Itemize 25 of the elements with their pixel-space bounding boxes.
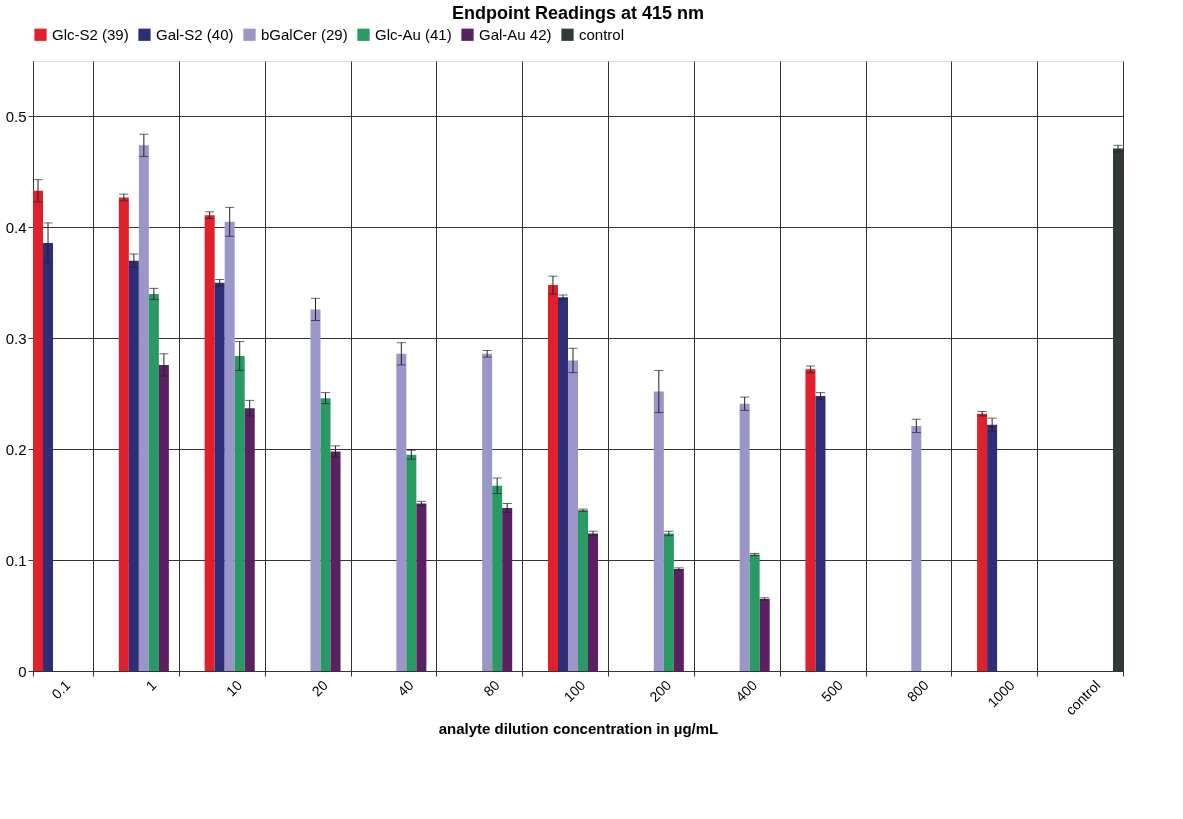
- legend-label: Gal-Au 42): [479, 25, 552, 43]
- x-tick-label: 10: [222, 676, 246, 700]
- x-tick-label: 1: [142, 676, 160, 694]
- chart-title: Endpoint Readings at 415 nm: [451, 3, 705, 23]
- y-tick-label: 0.5: [5, 107, 27, 125]
- legend-label: Glc-Au (41): [375, 25, 452, 43]
- x-tick-label: 80: [480, 676, 503, 700]
- y-tick-label: 0.1: [5, 551, 27, 569]
- y-tick-label: 0.4: [5, 218, 27, 236]
- x-tick-label: 200: [646, 676, 675, 705]
- y-tick-label: 0: [18, 662, 27, 680]
- x-tick-label: 100: [560, 676, 589, 705]
- legend-label: Glc-S2 (39): [52, 25, 129, 43]
- y-tick-label: 0.3: [5, 329, 27, 347]
- x-tick-label: 500: [818, 676, 847, 705]
- x-tick-label: 400: [732, 676, 761, 705]
- x-axis-title: analyte dilution concentration in µg/mL: [438, 720, 719, 738]
- y-tick-label: 0.2: [5, 440, 27, 458]
- x-tick-label: 800: [903, 676, 932, 705]
- legend-label: bGalCer (29): [261, 25, 348, 43]
- legend-label: Gal-S2 (40): [156, 25, 234, 43]
- x-tick-label: 0.1: [48, 676, 74, 703]
- legend-label: control: [579, 25, 625, 43]
- x-tick-label: 20: [308, 676, 332, 700]
- x-tick-label: 40: [394, 676, 417, 700]
